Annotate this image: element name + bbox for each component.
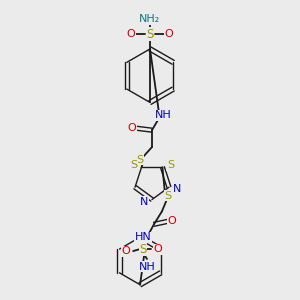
Text: S: S xyxy=(140,243,147,256)
Text: S: S xyxy=(164,190,171,201)
Text: O: O xyxy=(122,246,130,256)
Text: O: O xyxy=(154,244,162,254)
Text: O: O xyxy=(164,29,173,39)
Text: S: S xyxy=(130,160,137,170)
Text: NH₂: NH₂ xyxy=(140,14,160,24)
Text: NH: NH xyxy=(154,110,171,120)
Text: O: O xyxy=(128,123,136,133)
Text: HN: HN xyxy=(135,232,152,242)
Text: S: S xyxy=(136,155,144,165)
Text: N: N xyxy=(173,184,181,194)
Text: S: S xyxy=(146,28,154,40)
Text: S: S xyxy=(167,160,174,170)
Text: NH: NH xyxy=(139,262,155,272)
Text: O: O xyxy=(127,29,136,39)
Text: N: N xyxy=(140,196,148,206)
Text: O: O xyxy=(167,216,176,226)
